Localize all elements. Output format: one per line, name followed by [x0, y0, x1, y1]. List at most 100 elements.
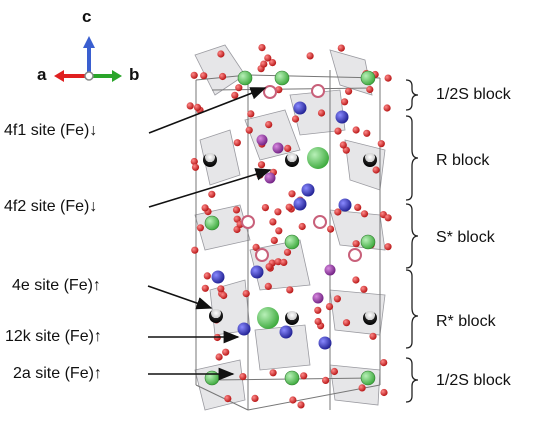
block-braces [405, 79, 419, 403]
black-atom [285, 311, 299, 325]
green-atom [204, 215, 220, 231]
oxygen-atom [239, 373, 247, 381]
c-axis-head [83, 36, 95, 48]
oxygen-atom [265, 263, 273, 271]
site-label-4f1: 4f1 site (Fe)↓ [4, 122, 97, 140]
oxygen-atom [252, 243, 260, 251]
arrow-4e [147, 285, 213, 310]
blue-atom [279, 325, 293, 339]
pink-ring-atom [313, 215, 327, 229]
oxygen-atom [333, 295, 341, 303]
b-axis-head [112, 70, 122, 82]
oxygen-atom [251, 394, 259, 402]
oxygen-atom [352, 276, 360, 284]
blue-atom [250, 265, 264, 279]
site-arrows [147, 87, 272, 381]
oxygen-atom [231, 91, 239, 99]
arrow-4f1 [148, 87, 267, 134]
oxygen-atom [291, 115, 300, 123]
oxygen-atom [275, 227, 283, 235]
purple-atom [256, 134, 268, 146]
site-label-4e: 4e site (Fe)↑ [12, 277, 101, 295]
oxygen-atom [383, 104, 391, 112]
oxygen-atom [274, 258, 282, 266]
pink-ring-atom [348, 248, 362, 262]
axis-origin [84, 71, 94, 81]
black-atom [285, 153, 299, 167]
oxygen-atom [186, 102, 194, 110]
spin-up-icon: ↑ [92, 277, 101, 294]
site-label-2a: 2a site (Fe)↑ [13, 365, 102, 383]
black-atom [203, 153, 217, 167]
polyhedron [329, 49, 373, 96]
green-atom [237, 70, 253, 86]
oxygen-atom [330, 367, 338, 376]
oxygen-atom [222, 348, 230, 356]
oxygen-atom [203, 272, 211, 280]
oxygen-atom [217, 50, 225, 58]
oxygen-atom [201, 284, 209, 292]
oxygen-atom [270, 236, 278, 244]
oxygen-atom [288, 190, 296, 198]
oxygen-atom [354, 203, 362, 211]
oxygen-atom [339, 141, 347, 149]
oxygen-atom [327, 225, 335, 233]
green-atom [360, 70, 376, 86]
block-label-r-star: R* block [436, 313, 496, 330]
oxygen-atom [342, 319, 351, 327]
spin-up-icon: ↑ [93, 365, 102, 382]
brace-r-star-block [405, 269, 419, 349]
oxygen-atom [191, 246, 199, 254]
pink-ring-atom [255, 248, 269, 262]
green-atom [274, 70, 290, 86]
oxygen-atom [297, 401, 305, 409]
pink-ring-atom [263, 85, 277, 99]
oxygen-atom [269, 218, 277, 226]
brace-s-block [405, 203, 419, 269]
oxygen-atom [260, 60, 268, 68]
polyhedron [199, 129, 241, 186]
oxygen-atom [200, 72, 208, 80]
oxygen-atom [245, 126, 253, 134]
oxygen-atom [342, 146, 350, 154]
cell-edge [195, 384, 249, 411]
oxygen-atom [289, 396, 297, 404]
oxygen-atom [217, 285, 225, 293]
oxygen-atom [280, 258, 288, 266]
purple-atom [264, 172, 276, 184]
block-label-s-star: S* block [436, 229, 495, 246]
oxygen-atom [265, 121, 273, 129]
block-label-r: R block [436, 152, 490, 169]
oxygen-atom [264, 54, 272, 62]
oxygen-atom [269, 369, 277, 377]
oxygen-atom [363, 129, 371, 137]
oxygen-atom [298, 222, 306, 231]
site-label-text: 2a site (Fe) [13, 365, 94, 382]
oxygen-atom [196, 224, 204, 232]
oxygen-atom [314, 306, 322, 314]
green-atom [284, 234, 300, 250]
brace-half-s-top [405, 79, 419, 111]
cell-edge [247, 74, 381, 79]
brace-half-s-bottom [405, 357, 419, 403]
oxygen-atom [380, 359, 388, 367]
oxygen-atom [360, 285, 368, 293]
spin-down-icon: ↓ [89, 198, 98, 215]
black-atom [363, 153, 377, 167]
a-axis-head [54, 70, 64, 82]
blue-atom [338, 198, 352, 212]
polyhedron [244, 109, 301, 161]
oxygen-atom [190, 71, 198, 79]
site-label-12k: 12k site (Fe)↑ [5, 328, 102, 346]
oxygen-atom [258, 44, 266, 52]
oxygen-atom [284, 144, 292, 152]
oxygen-atom [275, 86, 283, 94]
polyhedron [194, 359, 246, 411]
oxygen-atom [322, 376, 330, 384]
blue-atom [335, 110, 349, 124]
site-label-text: 4f1 site (Fe) [4, 122, 90, 139]
black-atom [363, 311, 377, 325]
oxygen-atom [337, 44, 345, 52]
oxygen-atom [372, 166, 380, 174]
